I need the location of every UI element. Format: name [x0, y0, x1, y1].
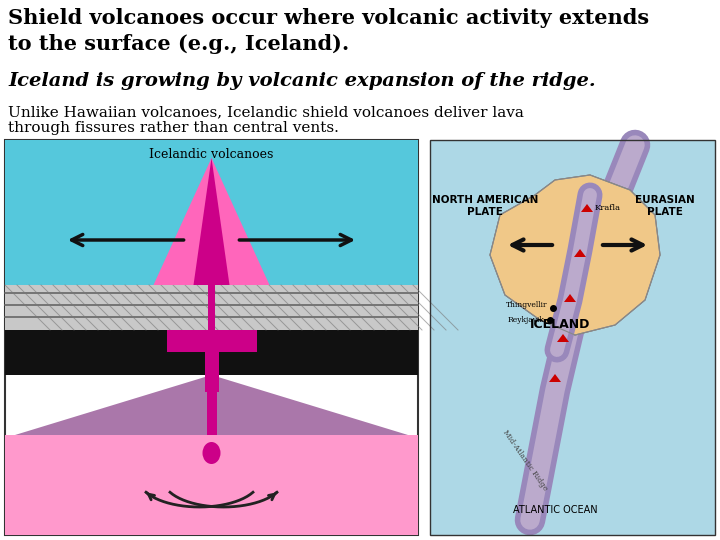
Bar — [5, 285, 418, 330]
Bar — [208, 283, 215, 332]
Bar — [430, 140, 715, 535]
Bar — [5, 140, 418, 285]
Text: Thingvellir: Thingvellir — [505, 301, 547, 309]
Polygon shape — [581, 204, 593, 212]
Polygon shape — [574, 249, 586, 257]
Text: Reykjavik: Reykjavik — [507, 316, 544, 324]
Bar — [207, 392, 217, 435]
Text: Iceland is growing by volcanic expansion of the ridge.: Iceland is growing by volcanic expansion… — [8, 72, 595, 90]
Polygon shape — [557, 334, 569, 342]
Bar — [430, 140, 715, 535]
Text: Unlike Hawaiian volcanoes, Icelandic shield volcanoes deliver lava
through fissu: Unlike Hawaiian volcanoes, Icelandic shi… — [8, 105, 524, 135]
Text: EURASIAN
PLATE: EURASIAN PLATE — [635, 195, 695, 217]
Text: to the surface (e.g., Iceland).: to the surface (e.g., Iceland). — [8, 34, 349, 54]
Text: Shield volcanoes occur where volcanic activity extends: Shield volcanoes occur where volcanic ac… — [8, 8, 649, 28]
Ellipse shape — [202, 442, 220, 464]
Text: ICELAND: ICELAND — [530, 319, 590, 332]
Polygon shape — [15, 375, 408, 435]
Polygon shape — [153, 158, 269, 285]
Text: Mid-Atlantic Ridge: Mid-Atlantic Ridge — [501, 428, 549, 492]
Polygon shape — [490, 175, 660, 335]
Text: ATLANTIC OCEAN: ATLANTIC OCEAN — [513, 505, 598, 515]
Bar — [204, 352, 218, 392]
Text: NORTH AMERICAN
PLATE: NORTH AMERICAN PLATE — [432, 195, 538, 217]
Text: Icelandic volcanoes: Icelandic volcanoes — [149, 148, 274, 161]
Polygon shape — [194, 158, 230, 285]
Bar — [5, 140, 418, 535]
Bar — [5, 330, 418, 375]
Polygon shape — [549, 374, 561, 382]
Polygon shape — [490, 175, 660, 335]
Bar — [166, 330, 256, 352]
Polygon shape — [564, 294, 576, 302]
Bar — [5, 435, 418, 535]
Text: Krafla: Krafla — [595, 204, 621, 212]
